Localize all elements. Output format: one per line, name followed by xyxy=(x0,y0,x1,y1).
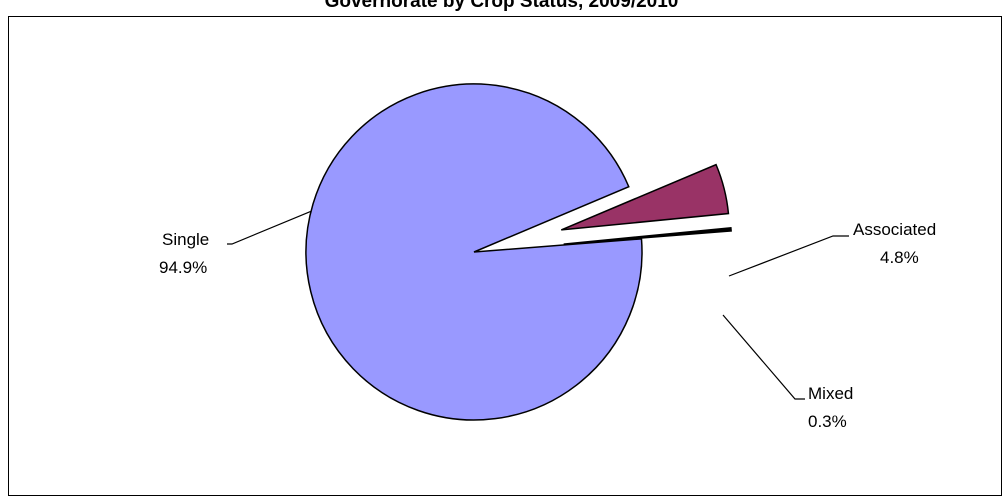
leader-lines xyxy=(227,210,849,400)
leader-line-associated xyxy=(728,235,849,277)
label-single-name: Single xyxy=(162,230,209,249)
pie-slice-associated xyxy=(560,163,730,231)
label-mixed-name: Mixed xyxy=(808,384,853,403)
label-mixed-value: 0.3% xyxy=(808,412,847,431)
pie-slices xyxy=(305,83,732,421)
label-associated-value: 4.8% xyxy=(880,248,919,267)
leader-line-single xyxy=(227,210,312,245)
chart-title: Governorate by Crop Status, 2009/2010 xyxy=(324,0,679,12)
label-associated-name: Associated xyxy=(853,220,936,239)
label-single-value: 94.9% xyxy=(159,258,207,277)
pie-slice-mixed xyxy=(563,226,732,245)
leader-line-mixed xyxy=(722,314,805,400)
pie-slice-single xyxy=(305,83,643,421)
